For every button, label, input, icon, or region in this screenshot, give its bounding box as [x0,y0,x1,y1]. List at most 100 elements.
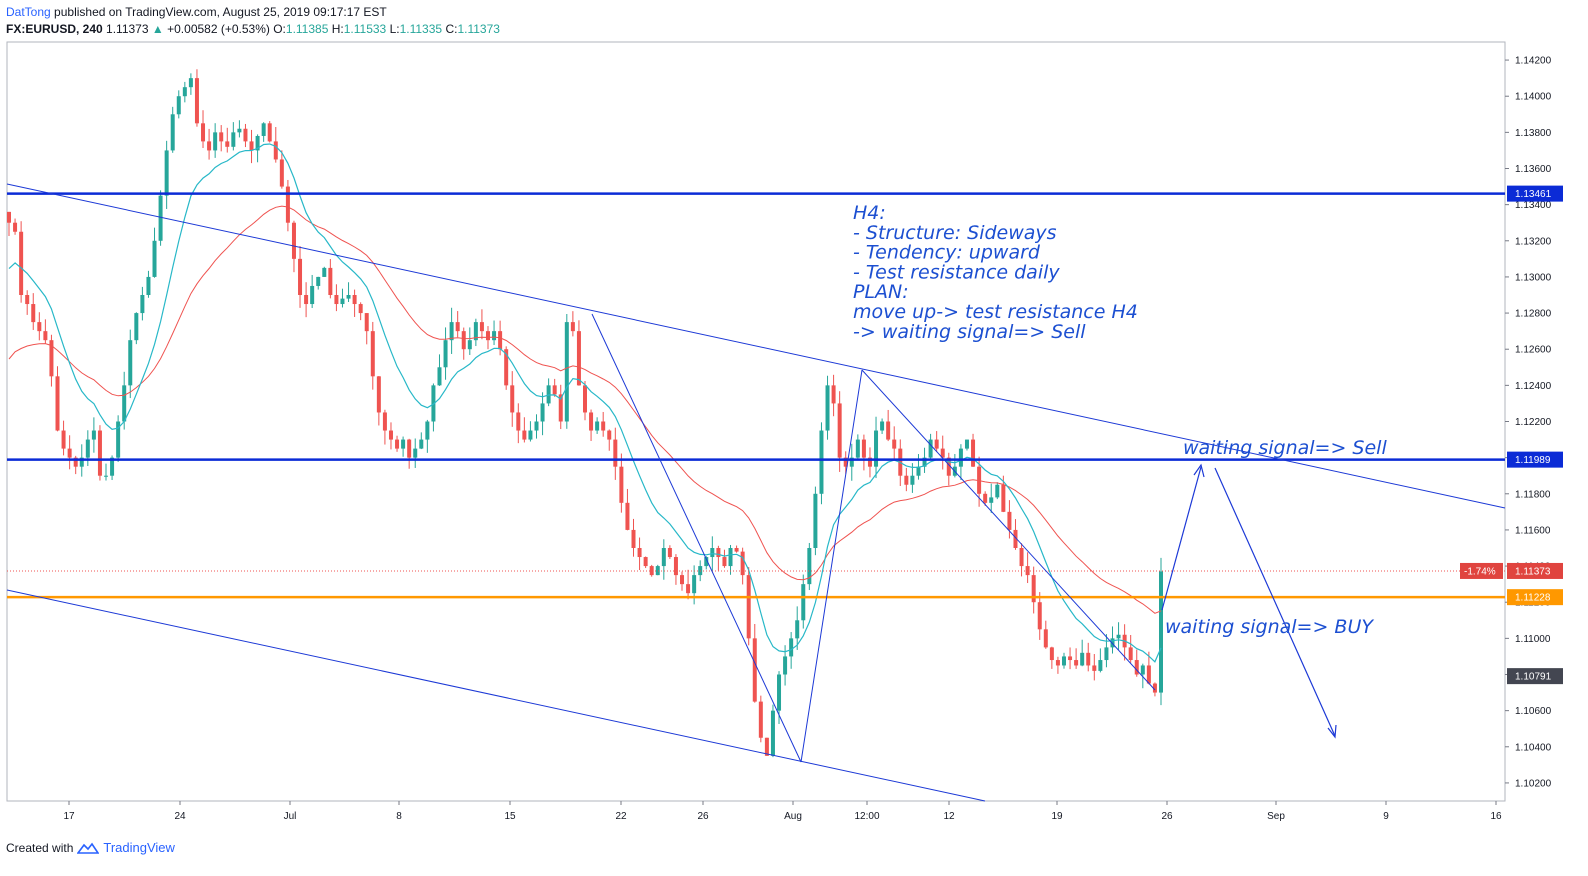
arrow-up-head-icon [1193,463,1205,478]
footer: Created with TradingView [6,840,175,855]
arrow-down-head-icon [1327,724,1337,739]
candle [625,488,630,531]
candle [437,354,442,386]
created-with-text: Created with [6,840,74,855]
candle [934,431,939,452]
candle [1068,647,1073,670]
candle [789,632,794,669]
close-value: 1.11373 [457,22,500,36]
candle [728,544,733,575]
candle [1049,646,1054,669]
candle [570,311,575,337]
candle [552,378,557,397]
candle [61,420,66,456]
candle [413,438,418,468]
candle [964,439,969,451]
candle [370,321,375,390]
y-tick-label: 1.14000 [1515,92,1552,103]
candle [25,290,30,315]
candle [243,123,248,148]
candle [740,547,745,585]
candle [467,327,472,355]
current-price-tag: 1.11373 [1507,562,1563,579]
y-tick-label: 1.12400 [1515,381,1552,392]
candle [134,312,139,345]
y-tick-label: 1.13400 [1515,200,1552,211]
candle [1031,566,1036,614]
open-label: O: [273,22,286,36]
x-tick-label: 26 [1161,811,1173,822]
candle [1055,656,1060,674]
buy-signal-note: waiting signal=> BUY [1165,616,1374,638]
candle [443,327,448,380]
upper-trendline [6,183,1506,509]
candle [194,69,199,127]
candle [867,447,872,478]
price-change: +0.00582 (+0.53%) [167,22,270,36]
ema-slow-line [8,205,1162,614]
candle [425,419,430,453]
candle [528,421,533,442]
candle [546,378,551,407]
candle [213,123,218,158]
publish-text: published on TradingView.com, August 25,… [54,5,387,19]
candle [1159,557,1163,706]
y-tick-label: 1.12800 [1515,309,1552,320]
candle [589,409,594,441]
tradingview-brand[interactable]: TradingView [103,840,175,855]
candle [958,444,963,480]
y-tick-label: 1.12200 [1515,417,1552,428]
candle [67,435,72,470]
candle [855,434,860,459]
candle [122,371,127,430]
candle [310,274,315,309]
svg-text:1.10791: 1.10791 [1515,672,1552,683]
candle [43,319,48,344]
candle [904,467,909,492]
candle [637,537,642,571]
candle [182,81,187,103]
candle [576,320,581,386]
candle [861,434,866,471]
candle [55,366,60,432]
candle [1061,652,1066,669]
candle [116,415,121,462]
low-label: L: [389,22,400,36]
projection-up [1161,466,1202,611]
y-tick-label: 1.13000 [1515,272,1552,283]
candle [237,120,242,138]
candle [686,569,691,600]
candle [49,334,54,387]
candle [285,179,290,232]
author-link[interactable]: DatTong [6,5,51,19]
candle [249,129,254,164]
candle [267,121,272,143]
candle [1043,620,1048,649]
candle [352,289,357,317]
candle [601,411,606,437]
candle [983,491,988,506]
candle [516,403,521,444]
candle [407,438,412,469]
candle [1134,649,1139,677]
y-tick-label: 1.13600 [1515,164,1552,175]
wave-up-1 [800,369,863,763]
candle [831,374,836,417]
candle [607,429,612,451]
candle [37,312,42,341]
candle [655,564,660,576]
candle [667,545,672,559]
candle [722,549,727,568]
high-label: H: [331,22,344,36]
candle [758,695,763,743]
candle [1128,634,1133,663]
candle [764,737,769,756]
candle [358,302,363,321]
candle [364,313,369,345]
x-tick-label: 8 [396,811,402,822]
candle [1146,651,1151,685]
candle [31,293,36,330]
candle [522,417,527,443]
candle [540,392,545,436]
